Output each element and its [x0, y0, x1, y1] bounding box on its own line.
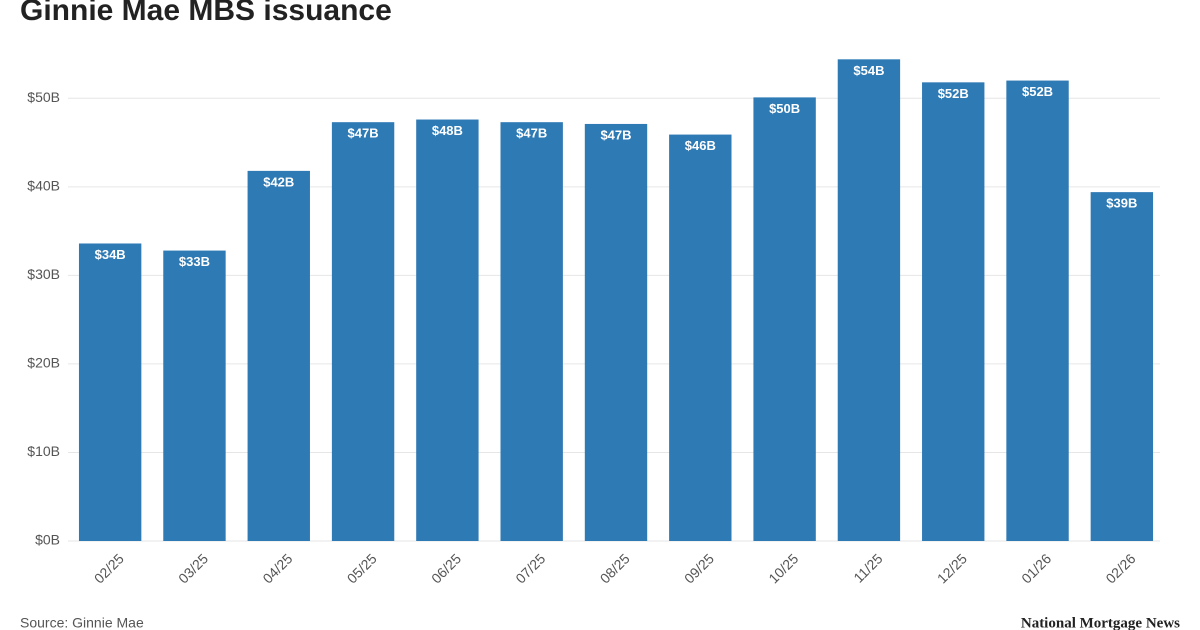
bar [331, 122, 395, 542]
bar [416, 119, 479, 542]
x-tick-label: 01/26 [1018, 550, 1054, 586]
bar [837, 59, 901, 541]
bar [753, 97, 816, 542]
x-tick-label: 12/25 [934, 550, 970, 586]
x-tick-label: 11/25 [850, 550, 886, 586]
value-label: $47B [348, 126, 379, 141]
y-tick-label: $30B [27, 266, 60, 282]
x-tick-label: 10/25 [765, 550, 801, 586]
bar [163, 250, 226, 541]
x-tick-label: 02/26 [1102, 550, 1138, 586]
value-label: $50B [769, 101, 800, 116]
x-tick-label: 06/25 [428, 550, 464, 586]
bar [78, 243, 142, 541]
bar [1006, 80, 1069, 542]
x-tick-label: 02/25 [91, 550, 127, 586]
value-label: $54B [853, 63, 884, 78]
x-tick-label: 04/25 [259, 550, 295, 586]
value-label: $42B [263, 174, 294, 189]
x-tick-label: 05/25 [344, 550, 380, 586]
value-label: $48B [432, 123, 463, 138]
y-tick-label: $20B [27, 355, 60, 371]
value-label: $47B [600, 127, 631, 142]
chart-title: Ginnie Mae MBS issuance [20, 0, 392, 27]
x-tick-label: 03/25 [175, 550, 211, 586]
value-label: $46B [685, 138, 716, 153]
bar [584, 123, 648, 541]
bar [247, 170, 310, 541]
value-label: $52B [1022, 84, 1053, 99]
bar [500, 122, 563, 542]
bar [1090, 192, 1154, 541]
value-label: $39B [1106, 196, 1137, 211]
source: Source: Ginnie Mae [20, 615, 144, 630]
x-tick-label: 09/25 [681, 550, 717, 586]
y-tick-label: $0B [35, 532, 60, 548]
y-tick-label: $40B [27, 178, 60, 194]
x-tick-label: 08/25 [597, 550, 633, 586]
value-label: $52B [938, 86, 969, 101]
y-tick-label: $50B [27, 89, 60, 105]
bar [922, 82, 985, 542]
value-label: $47B [516, 126, 547, 141]
logo: National Mortgage News [1021, 615, 1180, 630]
bar [669, 134, 732, 542]
y-tick-label: $10B [27, 443, 60, 459]
x-tick-label: 07/25 [512, 550, 548, 586]
value-label: $33B [179, 254, 210, 269]
value-label: $34B [95, 247, 126, 262]
